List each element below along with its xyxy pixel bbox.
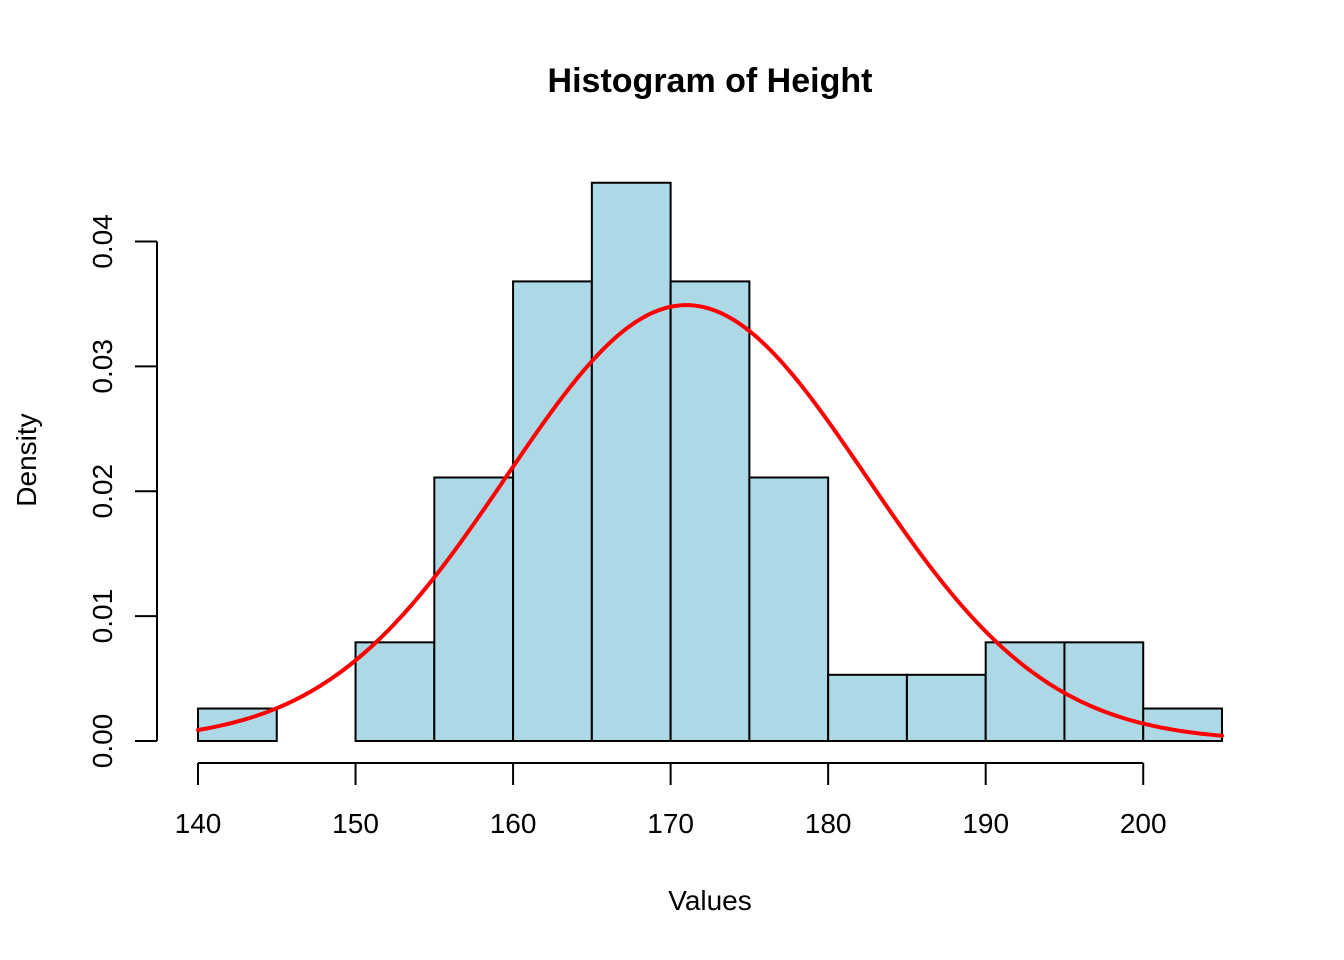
x-tick-label-0: 140 <box>175 808 222 839</box>
density-curve <box>196 303 1224 738</box>
histogram-bar-7 <box>748 476 830 742</box>
x-tick-label-5: 190 <box>962 808 1009 839</box>
x-tick-label-1: 150 <box>332 808 379 839</box>
x-tick-label-6: 200 <box>1120 808 1167 839</box>
y-axis-label: Density <box>11 413 42 506</box>
y-tick-label-2: 0.02 <box>87 464 118 519</box>
chart-title: Histogram of Height <box>548 62 873 100</box>
y-tick-label-0: 0.00 <box>87 714 118 769</box>
histogram-bar-8 <box>827 673 908 743</box>
histogram-bar-10 <box>984 641 1066 742</box>
x-tick-label-3: 170 <box>647 808 694 839</box>
y-tick-label-1: 0.01 <box>87 589 118 644</box>
x-axis: 140 150 160 170 180 190 200 <box>175 762 1167 839</box>
x-axis-label: Values <box>668 885 752 916</box>
histogram-bar-9 <box>905 673 987 743</box>
histogram-bar-4 <box>512 280 593 742</box>
y-tick-label-4: 0.04 <box>87 214 118 269</box>
x-tick-label-4: 180 <box>805 808 852 839</box>
y-tick-label-3: 0.03 <box>87 339 118 394</box>
histogram-bar-5 <box>590 181 672 743</box>
histogram-bar-11 <box>1063 641 1145 742</box>
histogram-bar-2 <box>354 641 436 742</box>
x-tick-label-2: 160 <box>490 808 537 839</box>
bars-group <box>197 181 1223 743</box>
histogram-bar-3 <box>433 476 515 742</box>
histogram-bar-6 <box>669 280 751 742</box>
y-axis: 0.00 0.01 0.02 0.03 0.04 <box>87 214 158 769</box>
